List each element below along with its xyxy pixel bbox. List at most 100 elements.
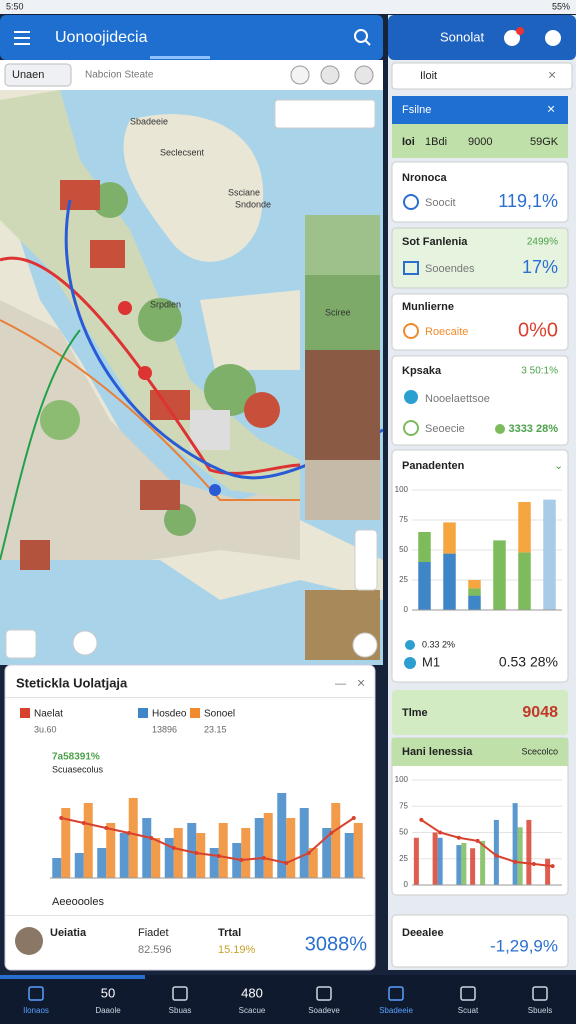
- card-subtitle: Sooendes: [425, 263, 475, 275]
- card-value: 3333 28%: [508, 423, 558, 435]
- stat-card[interactable]: [391, 355, 569, 446]
- line-point: [456, 835, 461, 840]
- footer-card: [391, 914, 569, 968]
- icon-button[interactable]: [545, 30, 561, 46]
- bar: [432, 832, 438, 885]
- nav-item[interactable]: Soadeve: [308, 986, 340, 1015]
- bar: [470, 848, 476, 885]
- footer-value: -1,29,9%: [490, 936, 558, 955]
- nav-label: Soadeve: [308, 1006, 340, 1015]
- bar: [74, 853, 84, 878]
- legend-value: 3u.60: [34, 724, 57, 734]
- line-point: [494, 853, 499, 858]
- line-point: [419, 817, 424, 822]
- side-chart-2: 0 25 50 75 100: [395, 775, 562, 889]
- footer-label: Trtal: [218, 927, 241, 939]
- line-point: [284, 861, 289, 865]
- stat-card[interactable]: [391, 293, 569, 351]
- avatar: [15, 927, 43, 955]
- bar: [545, 858, 551, 885]
- card-title: Munlierne: [402, 301, 454, 313]
- bar: [263, 813, 273, 878]
- bar: [517, 827, 523, 885]
- close[interactable]: ×: [357, 675, 365, 691]
- close[interactable]: ×: [547, 101, 555, 117]
- y-tick-label: 100: [395, 775, 409, 784]
- bar-segment: [443, 553, 456, 610]
- nav-item[interactable]: Sbuels: [528, 986, 552, 1015]
- nav-label: Scuat: [458, 1006, 479, 1015]
- line-point: [149, 836, 154, 840]
- nav-label: Scacue: [239, 1006, 266, 1015]
- card-title: Sot Fanlenia: [402, 236, 468, 248]
- bar: [322, 828, 332, 878]
- line-point: [104, 826, 109, 830]
- close[interactable]: ×: [548, 67, 556, 83]
- search-button[interactable]: [354, 29, 371, 46]
- nav-item[interactable]: Scuat: [458, 986, 479, 1015]
- bar: [512, 803, 518, 885]
- search-placeholder[interactable]: Nabcion Steate: [85, 70, 154, 81]
- bar-segment: [468, 588, 481, 596]
- line-point: [475, 838, 480, 843]
- panel-header-title: Fsilne: [402, 104, 431, 116]
- chart-legend: 0.33 2%: [422, 639, 455, 649]
- stats-chart: Naelat 3u.60 Hosdeo 13896 Sonoel 23.15: [20, 708, 365, 879]
- bar-segment: [468, 595, 481, 610]
- chart-legend: M1: [422, 654, 440, 669]
- app-title: Uonoojidecia: [55, 29, 148, 46]
- bar: [106, 823, 116, 878]
- stat-card[interactable]: [391, 227, 569, 289]
- map[interactable]: [0, 90, 384, 665]
- nav-item[interactable]: Ilonaos: [23, 986, 49, 1015]
- nav-badge-bg: [238, 985, 266, 1001]
- line-point: [81, 821, 86, 825]
- bar: [83, 803, 93, 878]
- bar: [437, 837, 443, 885]
- nav-item[interactable]: Sbadeeie: [379, 986, 413, 1015]
- chip-label: Unaen: [12, 69, 44, 81]
- y-tick-label: 75: [399, 801, 408, 810]
- filter-chip[interactable]: [4, 63, 72, 87]
- nav-item[interactable]: Sbuas: [169, 986, 192, 1015]
- menu-button[interactable]: [14, 31, 30, 45]
- user-name: Ueiatia: [50, 927, 87, 939]
- icon-button[interactable]: [354, 65, 374, 85]
- bar: [173, 828, 183, 878]
- icon-button[interactable]: [504, 30, 520, 46]
- map-label: Sbadeeie: [130, 116, 168, 126]
- map-label: Sciree: [325, 307, 351, 317]
- bar: [461, 843, 467, 885]
- y-tick-label: 50: [399, 545, 408, 554]
- nav-icon: [28, 986, 44, 1001]
- nav-icon: [316, 986, 332, 1001]
- status-bar: [0, 0, 576, 14]
- side-search[interactable]: [391, 62, 573, 90]
- icon-button[interactable]: [320, 65, 340, 85]
- bar: [52, 858, 62, 878]
- expand[interactable]: ⌄: [554, 460, 563, 472]
- summary-item: 59GK: [530, 136, 559, 148]
- bar: [344, 833, 354, 878]
- bar: [151, 838, 161, 878]
- line-point: [216, 854, 221, 858]
- card-top-value: 3 50:1%: [521, 366, 558, 377]
- side-search-text: Iloit: [420, 70, 437, 82]
- stats-panel: [4, 664, 376, 971]
- legend-value: 13896: [152, 724, 177, 734]
- nav-badge: 50: [101, 985, 115, 1000]
- bar: [353, 823, 363, 878]
- app-bar: [0, 15, 383, 60]
- minimize[interactable]: —: [335, 678, 346, 690]
- legend-value: 23.15: [204, 724, 227, 734]
- bar: [142, 818, 152, 878]
- stat-card[interactable]: [391, 161, 569, 223]
- y-tick-label: 75: [399, 515, 408, 524]
- icon-button[interactable]: [290, 65, 310, 85]
- summary-row: [392, 124, 568, 158]
- bar: [187, 823, 197, 878]
- map-label: Sndonde: [235, 199, 271, 209]
- bar: [164, 838, 174, 878]
- bar: [61, 808, 71, 878]
- status-battery: 55%: [552, 1, 570, 11]
